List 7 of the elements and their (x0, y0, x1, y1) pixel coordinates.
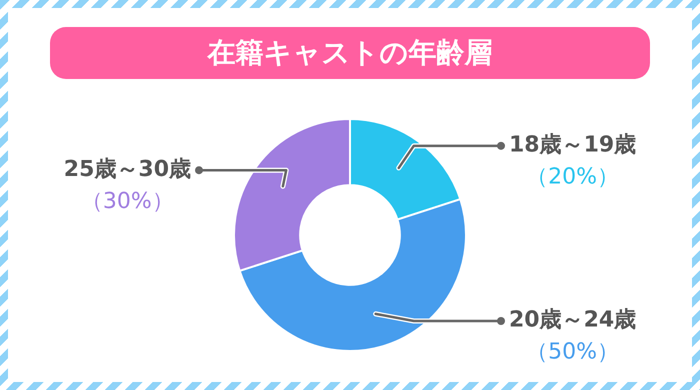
data-label: （50%） (526, 340, 620, 365)
slice-label: 20歳～24歳 (509, 308, 636, 333)
data-label: （20%） (526, 164, 620, 190)
slice-label: 18歳～19歳 (509, 132, 636, 158)
data-label: （30%） (80, 188, 174, 214)
slice-label: 25歳～30歳 (64, 156, 191, 182)
chart-title: 在籍キャストの年齢層 (50, 27, 650, 79)
